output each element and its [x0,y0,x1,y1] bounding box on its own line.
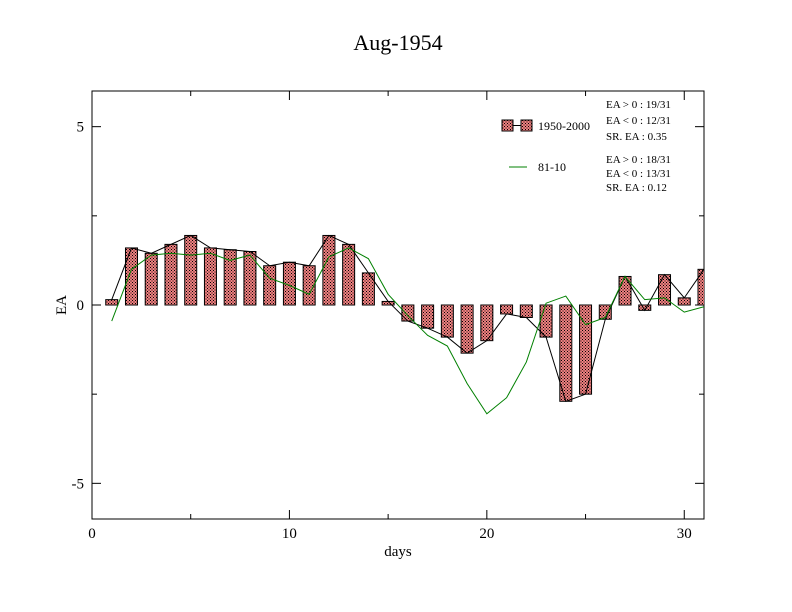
bar-day-3 [144,252,158,306]
legend-stat: SR. EA : 0.35 [606,131,667,143]
y-axis-label: EA [54,295,70,315]
legend-swatch-1950-2000-right [520,119,533,132]
legend: 1950-2000 EA > 0 : 19/31 EA < 0 : 12/31 SR.… [501,99,671,194]
legend-label-81-10: 81-10 [538,160,566,174]
x-axis-label: days [384,544,412,560]
x-tick-label: 30 [677,526,692,542]
y-tick-label: 5 [77,120,85,136]
x-tick-label: 10 [282,526,297,542]
bar-day-13 [342,243,356,306]
series-line-1950-2000 [111,234,704,402]
bar-day-7 [223,249,237,306]
bar-day-16 [401,304,415,322]
bar-day-31 [697,268,704,306]
legend-stat: EA > 0 : 18/31 [606,154,671,166]
bar-day-12 [322,234,336,306]
bar-day-5 [184,234,198,306]
x-tick-label: 20 [479,526,494,542]
chart-title: Aug-1954 [353,30,442,55]
bar-day-22 [519,304,533,318]
bar-day-9 [263,265,277,306]
bar-day-14 [361,272,375,306]
bar-day-6 [203,247,217,306]
series-line-81-10 [111,247,704,415]
legend-stat: EA < 0 : 13/31 [606,168,671,180]
legend-stat: EA < 0 : 12/31 [606,115,671,127]
x-tick-label: 0 [88,526,96,542]
bar-day-18 [440,304,454,338]
bar-day-2 [124,247,138,306]
y-tick-label: -5 [72,476,85,492]
legend-label-1950-2000: 1950-2000 [538,119,590,133]
legend-stat: SR. EA : 0.12 [606,182,667,194]
y-tick-label: 0 [77,298,85,314]
legend-stat: EA > 0 : 19/31 [606,99,671,111]
bar-day-21 [500,304,514,315]
bar-day-19 [460,304,474,354]
bar-day-17 [421,304,435,329]
bar-day-1 [105,299,119,306]
bar-day-30 [677,297,691,306]
legend-swatch-1950-2000 [501,119,514,132]
